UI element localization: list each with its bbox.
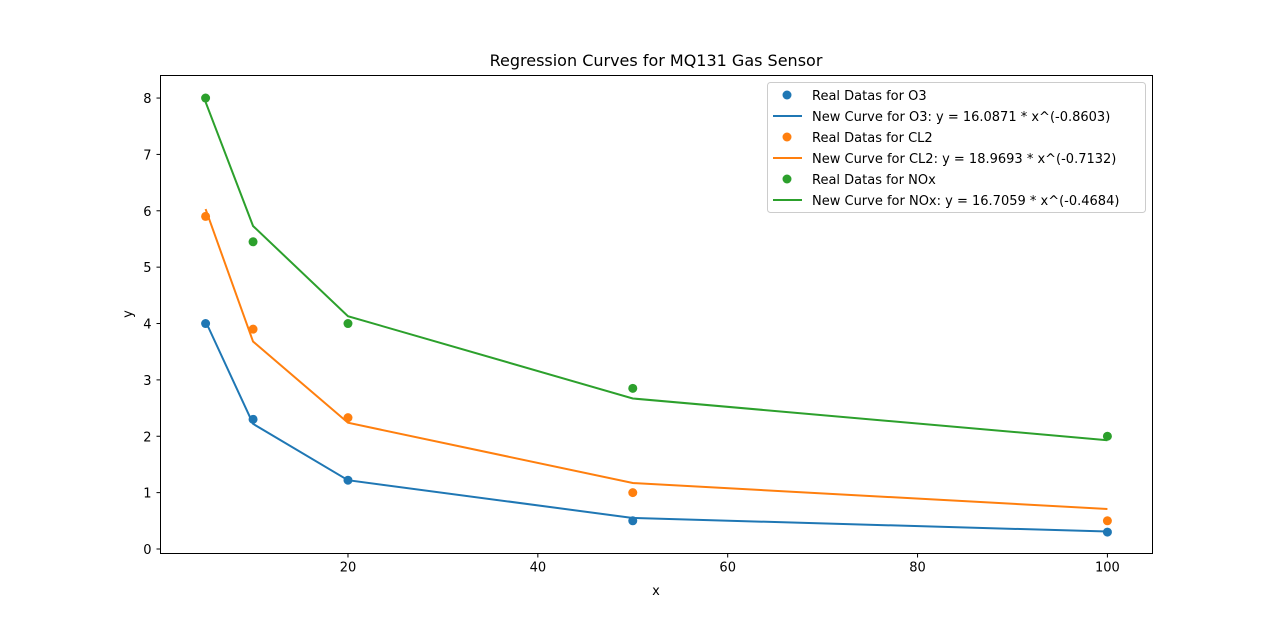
y-axis: 0 1 2 3 4 5 6 7 8 <box>143 92 161 558</box>
chart-title: Regression Curves for MQ131 Gas Sensor <box>490 51 823 70</box>
legend-label: New Curve for O3: y = 16.0871 * x^(-0.86… <box>812 110 1110 125</box>
series-3 <box>204 208 1108 510</box>
data-point <box>1102 516 1112 526</box>
y-tick-label: 2 <box>143 430 151 445</box>
data-point <box>628 488 638 498</box>
data-point <box>343 475 353 485</box>
legend-label: Real Datas for CL2 <box>812 131 933 146</box>
x-axis-label: x <box>652 584 660 599</box>
series-5 <box>204 101 1108 442</box>
series-points-0 <box>201 319 1112 537</box>
legend-item: Real Datas for O3 <box>782 89 927 104</box>
y-axis-label: y <box>121 310 136 318</box>
y-tick-label: 1 <box>143 487 151 502</box>
data-point <box>201 319 211 329</box>
data-point <box>1102 527 1112 537</box>
x-tick-label: 40 <box>530 561 547 576</box>
y-tick-label: 6 <box>143 205 151 220</box>
y-tick-label: 0 <box>143 543 151 558</box>
y-tick-label: 7 <box>143 148 151 163</box>
legend-item: New Curve for O3: y = 16.0871 * x^(-0.86… <box>773 110 1110 125</box>
y-tick-label: 4 <box>143 318 151 333</box>
series-points-4 <box>201 93 1112 441</box>
series-line <box>204 208 1108 510</box>
x-axis: 20 40 60 80 100 <box>340 553 1120 576</box>
x-tick-label: 100 <box>1095 561 1120 576</box>
series-line <box>204 101 1108 442</box>
y-tick-label: 8 <box>143 92 151 107</box>
legend-label: Real Datas for O3 <box>812 89 927 104</box>
data-point <box>248 414 258 424</box>
data-point <box>628 516 638 526</box>
legend: Real Datas for O3 New Curve for O3: y = 1… <box>767 82 1146 213</box>
y-tick-label: 5 <box>143 261 151 276</box>
data-point <box>628 383 638 393</box>
x-tick-label: 60 <box>719 561 736 576</box>
series-points-2 <box>201 211 1112 526</box>
x-tick-label: 20 <box>340 561 357 576</box>
data-point <box>1102 431 1112 441</box>
legend-marker <box>782 132 792 142</box>
legend-item: New Curve for NOx: y = 16.7059 * x^(-0.4… <box>773 194 1119 209</box>
y-tick-label: 3 <box>143 374 151 389</box>
legend-marker <box>782 90 792 100</box>
legend-label: New Curve for CL2: y = 18.9693 * x^(-0.7… <box>812 152 1116 167</box>
plot-frame <box>160 75 1153 554</box>
x-tick-label: 80 <box>909 561 926 576</box>
legend-marker <box>782 174 792 184</box>
data-point <box>248 324 258 334</box>
legend-label: Real Datas for NOx <box>812 173 936 188</box>
data-point <box>343 319 353 329</box>
legend-box <box>767 82 1146 213</box>
legend-label: New Curve for NOx: y = 16.7059 * x^(-0.4… <box>812 194 1119 209</box>
legend-item: Real Datas for CL2 <box>782 131 933 146</box>
series-layer <box>201 93 1112 537</box>
legend-item: Real Datas for NOx <box>782 173 936 188</box>
data-point <box>201 93 211 103</box>
legend-item: New Curve for CL2: y = 18.9693 * x^(-0.7… <box>773 152 1116 167</box>
data-point <box>248 237 258 247</box>
data-point <box>343 413 353 423</box>
data-point <box>201 211 211 221</box>
